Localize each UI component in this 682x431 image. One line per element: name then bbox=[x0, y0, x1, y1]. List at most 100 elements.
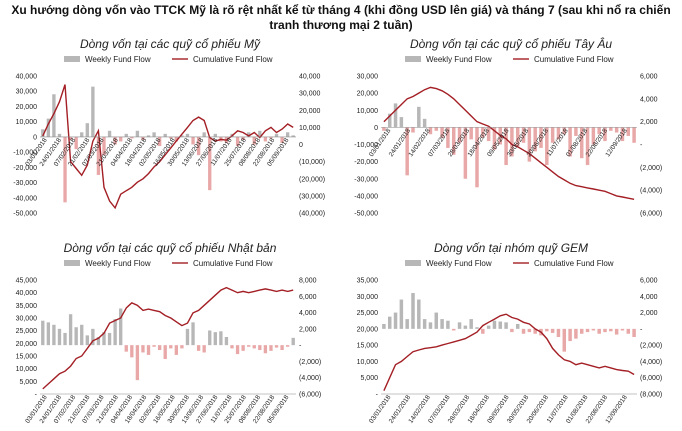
weekly-flow-bar bbox=[399, 299, 404, 329]
weekly-flow-bar bbox=[130, 345, 134, 358]
weekly-flow-bar bbox=[191, 322, 195, 346]
weekly-flow-bar bbox=[219, 331, 223, 346]
right-axis-tick-label: (4,000) bbox=[299, 375, 321, 382]
left-axis-tick-label: 20,000 bbox=[16, 341, 38, 348]
left-axis-tick-label: 15,000 bbox=[16, 354, 38, 361]
weekly-flow-bar bbox=[113, 319, 117, 346]
weekly-flow-bar bbox=[274, 133, 279, 137]
weekly-flow-bar bbox=[382, 127, 386, 131]
legend-line-label: Cumulative Fund Flow bbox=[534, 259, 614, 268]
weekly-flow-bar bbox=[475, 327, 479, 329]
weekly-flow-bar bbox=[446, 127, 450, 148]
weekly-flow-bar bbox=[258, 130, 262, 137]
weekly-flow-bar bbox=[96, 337, 101, 346]
weekly-flow-bar bbox=[399, 117, 404, 128]
weekly-flow-bar bbox=[157, 345, 162, 351]
chart-title: Dòng vốn tại nhóm quỹ GEM bbox=[434, 241, 588, 255]
weekly-flow-bar bbox=[387, 113, 392, 128]
weekly-flow-bar bbox=[562, 328, 567, 352]
weekly-flow-bar bbox=[74, 136, 78, 150]
weekly-flow-bar bbox=[632, 127, 636, 143]
weekly-flow-bar bbox=[527, 328, 532, 333]
weekly-flow-bar bbox=[469, 127, 473, 140]
right-axis-tick-label: 2,000 bbox=[640, 310, 658, 317]
left-axis-tick-label: - bbox=[35, 392, 38, 399]
weekly-flow-bar bbox=[434, 312, 439, 329]
weekly-flow-bar bbox=[208, 136, 212, 191]
weekly-flow-bar bbox=[422, 118, 427, 128]
left-axis-tick-label: 45,000 bbox=[16, 278, 38, 285]
weekly-flow-bar bbox=[124, 133, 128, 137]
right-axis-tick-label: (6,000) bbox=[640, 211, 662, 218]
weekly-flow-bar bbox=[620, 328, 625, 331]
legend-bar-label: Weekly Fund Flow bbox=[85, 55, 151, 64]
weekly-flow-bar bbox=[568, 127, 572, 157]
right-axis-tick-label: (4,000) bbox=[640, 188, 662, 195]
left-axis-tick-label: -50,000 bbox=[13, 211, 37, 218]
weekly-flow-bar bbox=[626, 328, 631, 334]
weekly-flow-bar bbox=[486, 127, 491, 142]
right-axis-tick-label: (6,000) bbox=[640, 375, 662, 382]
weekly-flow-bar bbox=[107, 332, 112, 346]
weekly-flow-bar bbox=[405, 319, 409, 329]
weekly-flow-bar bbox=[393, 103, 398, 128]
right-axis-tick-label: 30,000 bbox=[299, 91, 321, 98]
weekly-flow-bar bbox=[498, 321, 503, 329]
weekly-flow-bar bbox=[291, 337, 295, 346]
headline-line-1: Xu hướng dòng vốn vào TTCK Mỹ là rõ rệt … bbox=[11, 3, 671, 17]
right-axis-tick-label: (6,000) bbox=[299, 392, 321, 399]
weekly-flow-bar bbox=[163, 133, 167, 137]
weekly-flow-bar bbox=[428, 322, 433, 329]
chart-title: Dòng vốn tại các quỹ cổ phiếu Tây Âu bbox=[410, 36, 612, 51]
weekly-flow-bar bbox=[574, 328, 578, 339]
weekly-flow-bar bbox=[135, 130, 140, 137]
weekly-flow-bar bbox=[152, 132, 156, 137]
left-axis-tick-label: -10,000 bbox=[13, 150, 37, 157]
left-axis-tick-label: -40,000 bbox=[13, 195, 37, 202]
left-axis-tick-label: -50,000 bbox=[354, 211, 378, 218]
weekly-flow-bar bbox=[603, 127, 607, 142]
weekly-flow-bar bbox=[91, 86, 95, 137]
right-axis-tick-label: 40,000 bbox=[299, 74, 321, 81]
left-axis-tick-label: - bbox=[376, 392, 379, 399]
weekly-flow-bar bbox=[208, 330, 212, 346]
left-axis-tick-label: 10,000 bbox=[357, 108, 379, 115]
weekly-flow-bar bbox=[269, 345, 273, 351]
weekly-flow-bar bbox=[492, 127, 497, 150]
weekly-flow-bar bbox=[545, 127, 549, 166]
headline-line-2: tranh thương mại 2 tuần) bbox=[269, 18, 413, 32]
weekly-flow-bar bbox=[119, 308, 123, 346]
weekly-flow-bar bbox=[475, 127, 479, 188]
weekly-flow-bar bbox=[393, 312, 398, 329]
right-axis-tick-label: 4,000 bbox=[640, 294, 658, 301]
left-axis-tick-label: -20,000 bbox=[354, 159, 378, 166]
left-axis-tick-label: 5,000 bbox=[360, 375, 378, 382]
weekly-flow-bar bbox=[620, 127, 625, 142]
legend-bar-label: Weekly Fund Flow bbox=[426, 55, 492, 64]
headline: Xu hướng dòng vốn vào TTCK Mỹ là rõ rệt … bbox=[6, 3, 676, 33]
right-axis-tick-label: 8,000 bbox=[299, 278, 317, 285]
left-axis-tick-label: 0 bbox=[374, 125, 378, 132]
weekly-flow-bar bbox=[157, 136, 162, 147]
weekly-flow-bar bbox=[574, 127, 578, 136]
weekly-flow-bar bbox=[550, 127, 555, 143]
weekly-flow-bar bbox=[285, 132, 290, 137]
weekly-flow-bar bbox=[527, 127, 532, 162]
left-axis-tick-label: 30,000 bbox=[357, 74, 379, 81]
weekly-flow-bar bbox=[597, 328, 601, 334]
weekly-flow-bar bbox=[457, 127, 462, 143]
weekly-flow-bar bbox=[124, 345, 128, 352]
weekly-flow-bar bbox=[107, 130, 112, 137]
left-axis-tick-label: 10,000 bbox=[357, 359, 379, 366]
weekly-flow-bar bbox=[230, 345, 234, 349]
left-axis-tick-label: 10,000 bbox=[16, 366, 38, 373]
weekly-flow-bar bbox=[263, 136, 268, 142]
weekly-flow-bar bbox=[247, 132, 251, 137]
weekly-flow-bar bbox=[614, 127, 619, 133]
weekly-flow-bar bbox=[382, 323, 386, 329]
weekly-flow-bar bbox=[545, 328, 549, 332]
weekly-flow-bar bbox=[405, 127, 409, 176]
weekly-flow-bar bbox=[119, 136, 123, 142]
left-axis-tick-label: 35,000 bbox=[16, 303, 38, 310]
weekly-flow-bar bbox=[63, 136, 67, 203]
